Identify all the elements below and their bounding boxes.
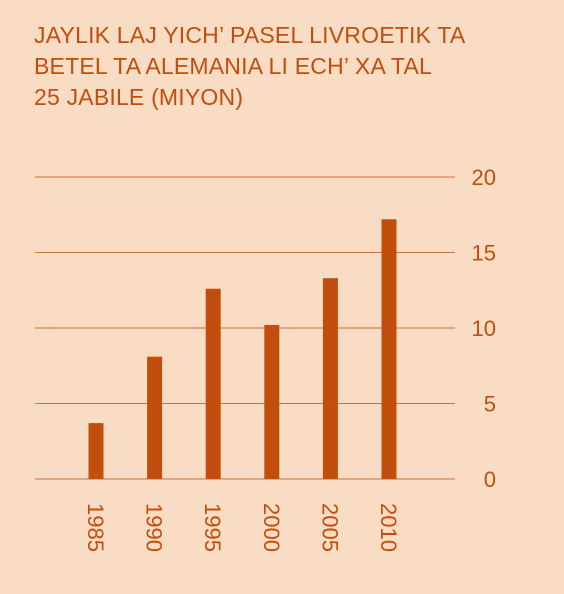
x-tick-label-2010: 2010 — [376, 503, 401, 552]
y-tick-label-20: 20 — [472, 165, 496, 190]
x-tick-label-2005: 2005 — [317, 503, 342, 552]
title-line-1: JAYLIK LAJ YICH’ PASEL LIVROETIK TA — [34, 22, 466, 48]
bar-2010 — [381, 219, 397, 479]
chart-title: JAYLIK LAJ YICH’ PASEL LIVROETIK TA BETE… — [34, 20, 554, 113]
y-tick-label-15: 15 — [472, 241, 496, 266]
bar-2005 — [322, 278, 338, 479]
x-tick-label-1985: 1985 — [83, 503, 108, 552]
y-tick-label-10: 10 — [472, 316, 496, 341]
x-tick-label-2000: 2000 — [259, 503, 284, 552]
title-line-2: BETEL TA ALEMANIA LI ECH’ XA TAL — [34, 53, 432, 79]
bar-1995 — [205, 288, 221, 479]
title-line-3: 25 JABILE (MIYON) — [34, 84, 244, 110]
bar-2000 — [264, 324, 280, 479]
x-tick-label-1995: 1995 — [200, 503, 225, 552]
bar-1990 — [147, 356, 163, 479]
x-tick-label-1990: 1990 — [142, 503, 167, 552]
bar-1985 — [88, 423, 104, 479]
y-tick-label-5: 5 — [484, 392, 496, 417]
y-tick-label-0: 0 — [484, 467, 496, 492]
